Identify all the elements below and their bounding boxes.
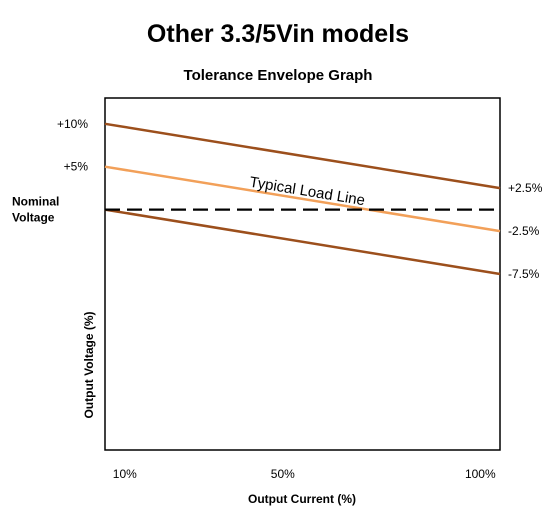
x-tick-label: 10% bbox=[113, 467, 137, 481]
left-tick-label: +10% bbox=[57, 117, 88, 131]
nominal-voltage-label: Nominal Voltage bbox=[12, 195, 59, 225]
x-tick-label: 50% bbox=[271, 467, 295, 481]
right-tick-label: -2.5% bbox=[508, 224, 540, 238]
typical-series-line bbox=[104, 165, 501, 233]
left-tick-label: +5% bbox=[64, 160, 89, 174]
plot-area bbox=[104, 97, 501, 451]
right-tick-label: -7.5% bbox=[508, 267, 540, 281]
tick-layer: 10% 50% 100% +10% +5% Nominal Voltage +2.5% -2.5… bbox=[12, 117, 543, 481]
series-layer bbox=[104, 122, 501, 276]
x-axis-label: Output Current (%) bbox=[248, 492, 356, 506]
annotation-layer: Typical Load Line bbox=[248, 174, 366, 210]
right-tick-label: +2.5% bbox=[508, 181, 543, 195]
y-axis-label: Output Voltage (%) bbox=[82, 311, 96, 418]
chart-title: Tolerance Envelope Graph bbox=[184, 67, 373, 84]
x-tick-label: 100% bbox=[465, 467, 496, 481]
upper-series-line bbox=[104, 122, 501, 190]
page-title: Other 3.3/5Vin models bbox=[147, 20, 409, 48]
lower-series-line bbox=[104, 208, 501, 276]
typical-load-line-label: Typical Load Line bbox=[248, 174, 366, 210]
